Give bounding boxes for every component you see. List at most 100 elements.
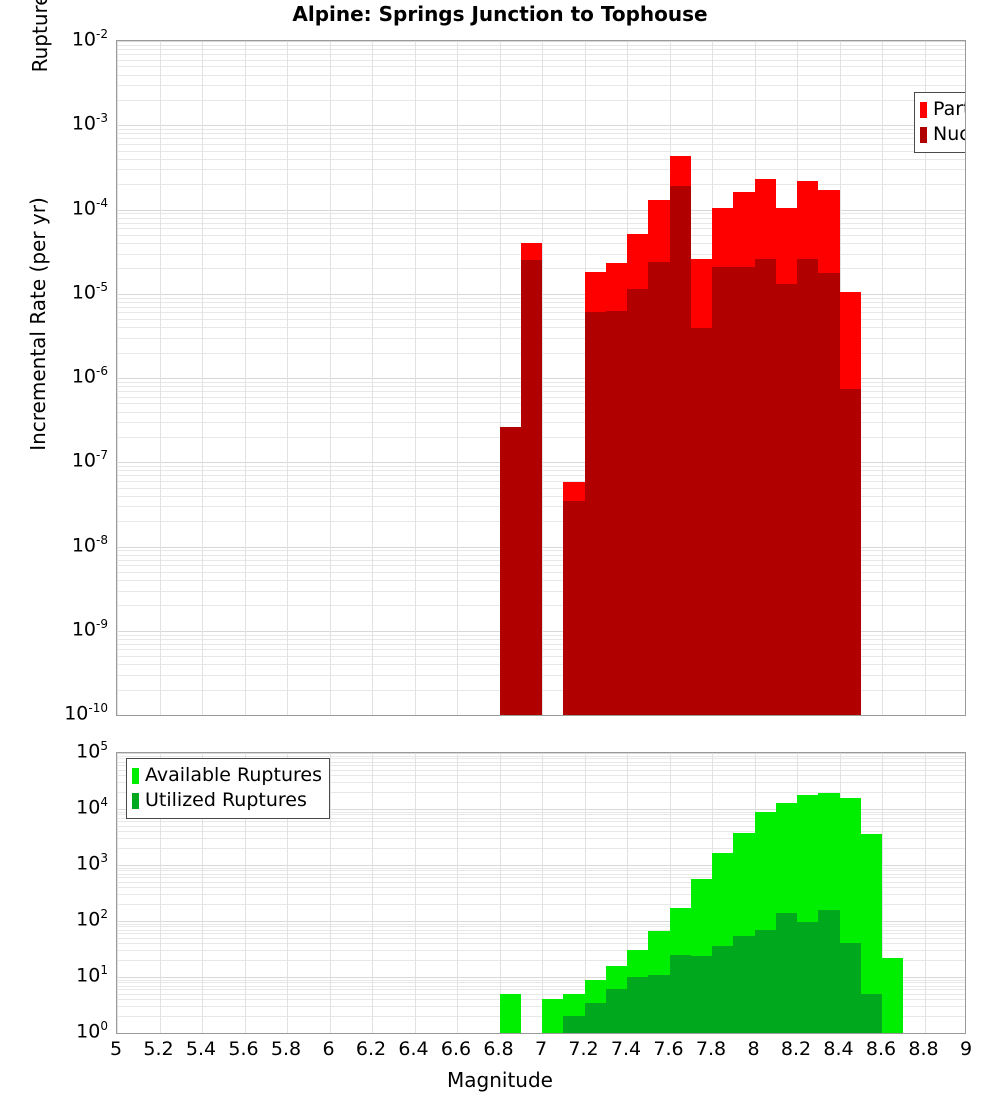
bar-m-7.5 <box>648 199 670 715</box>
utilized-ruptures-segment <box>818 910 840 1033</box>
y-tick-101: 101 <box>76 963 108 987</box>
participation-swatch-icon <box>920 101 927 118</box>
bar-m-7.2 <box>584 272 606 715</box>
utilized-ruptures-segment <box>584 1002 606 1033</box>
utilized-ruptures-swatch-icon <box>132 792 139 809</box>
bar-m-7.7 <box>690 879 712 1033</box>
bar-m-7.3 <box>605 263 627 715</box>
y-tick-10-4: 10-4 <box>71 195 108 219</box>
y-tick-100: 100 <box>76 1019 108 1043</box>
available-ruptures-segment <box>882 957 904 1033</box>
bar-m-7.4 <box>627 234 649 715</box>
nucleation-segment <box>499 427 521 715</box>
y-tick-10-7: 10-7 <box>71 448 108 472</box>
nucleation-segment <box>754 258 776 715</box>
utilized-ruptures-segment <box>669 954 691 1033</box>
utilized-ruptures-segment <box>690 955 712 1033</box>
nucleation-segment <box>520 260 542 715</box>
incremental-rate-plot: Participation Nucleation <box>116 40 966 716</box>
bar-m-8 <box>754 811 776 1033</box>
legend-label-participation: Participation <box>933 98 965 120</box>
bottom-bars-layer <box>117 753 965 1033</box>
x-tick-6.4: 6.4 <box>398 1038 429 1060</box>
available-ruptures-segment <box>542 999 564 1033</box>
utilized-ruptures-segment <box>860 993 882 1033</box>
x-tick-6.8: 6.8 <box>483 1038 514 1060</box>
x-tick-6.6: 6.6 <box>440 1038 472 1060</box>
utilized-ruptures-segment <box>648 974 670 1033</box>
nucleation-segment <box>584 312 606 715</box>
legend-label-utilized-ruptures: Utilized Ruptures <box>145 789 307 811</box>
top-legend: Participation Nucleation <box>914 92 965 153</box>
y-tick-10-9: 10-9 <box>71 616 108 641</box>
x-tick-8.8: 8.8 <box>908 1038 939 1060</box>
bar-m-6.9 <box>520 243 542 715</box>
nucleation-segment <box>733 266 755 715</box>
bar-m-7.6 <box>669 156 691 715</box>
nucleation-segment <box>627 288 649 715</box>
bar-m-7.6 <box>669 908 691 1033</box>
x-tick-8.2: 8.2 <box>780 1038 812 1060</box>
x-tick-5.8: 5.8 <box>270 1038 302 1060</box>
utilized-ruptures-segment <box>627 977 649 1033</box>
rupture-count-plot: Available Ruptures Utilized Ruptures <box>116 752 966 1034</box>
bar-m-7.4 <box>627 950 649 1033</box>
nucleation-segment <box>605 310 627 715</box>
legend-item-participation[interactable]: Participation <box>920 97 965 122</box>
y-tick-10-10: 10-10 <box>64 701 108 725</box>
x-tick-5.2: 5.2 <box>143 1038 174 1060</box>
y-tick-10-3: 10-3 <box>71 111 108 135</box>
utilized-ruptures-segment <box>839 943 861 1033</box>
nucleation-segment <box>775 284 797 715</box>
bar-m-7 <box>542 999 564 1033</box>
bar-m-7.7 <box>690 258 712 715</box>
y-tick-102: 102 <box>76 907 108 931</box>
x-tick-9: 9 <box>959 1038 973 1060</box>
available-ruptures-segment <box>860 833 882 1033</box>
legend-item-nucleation[interactable]: Nucleation <box>920 122 965 147</box>
legend-item-utilized-ruptures[interactable]: Utilized Ruptures <box>132 788 322 813</box>
bottom-legend: Available Ruptures Utilized Ruptures <box>126 758 330 819</box>
nucleation-segment <box>690 328 712 715</box>
bar-m-7.9 <box>733 192 755 715</box>
bar-m-8.3 <box>818 190 840 715</box>
bar-m-7.2 <box>584 979 606 1033</box>
nucleation-segment <box>797 258 819 715</box>
utilized-ruptures-segment <box>605 989 627 1033</box>
x-tick-8.6: 8.6 <box>865 1038 897 1060</box>
x-axis-title: Magnitude <box>447 1068 553 1092</box>
y-tick-10-8: 10-8 <box>71 532 108 556</box>
utilized-ruptures-segment <box>733 935 755 1033</box>
bar-m-6.8 <box>499 993 521 1033</box>
bar-m-7.9 <box>733 832 755 1033</box>
nucleation-swatch-icon <box>920 126 927 143</box>
x-tick-6.2: 6.2 <box>355 1038 387 1060</box>
y-tick-10-5: 10-5 <box>71 279 108 304</box>
available-ruptures-segment <box>499 993 521 1033</box>
x-tick-5: 5 <box>109 1038 123 1060</box>
y-tick-105: 105 <box>76 739 108 763</box>
bar-m-8.2 <box>797 180 819 715</box>
top-bars-layer <box>117 41 965 715</box>
bottom-y-axis-title: Rupture Count <box>28 0 52 73</box>
page-title: Alpine: Springs Junction to Tophouse <box>292 2 708 26</box>
bar-m-8.6 <box>882 957 904 1033</box>
utilized-ruptures-segment <box>712 945 734 1033</box>
nucleation-segment <box>648 261 670 715</box>
legend-item-available-ruptures[interactable]: Available Ruptures <box>132 763 322 788</box>
y-tick-10-6: 10-6 <box>71 364 108 388</box>
x-tick-8.4: 8.4 <box>823 1038 854 1060</box>
x-tick-7.2: 7.2 <box>568 1038 599 1060</box>
utilized-ruptures-segment <box>797 922 819 1033</box>
bar-m-7.3 <box>605 965 627 1033</box>
legend-label-available-ruptures: Available Ruptures <box>145 764 322 786</box>
x-tick-6: 6 <box>322 1038 335 1060</box>
nucleation-segment <box>712 266 734 715</box>
y-tick-10-2: 10-2 <box>71 27 108 51</box>
available-ruptures-swatch-icon <box>132 767 139 784</box>
bar-m-8.1 <box>775 802 797 1033</box>
nucleation-segment <box>839 388 861 715</box>
bar-m-8.1 <box>775 207 797 715</box>
bar-m-7.1 <box>563 482 585 715</box>
